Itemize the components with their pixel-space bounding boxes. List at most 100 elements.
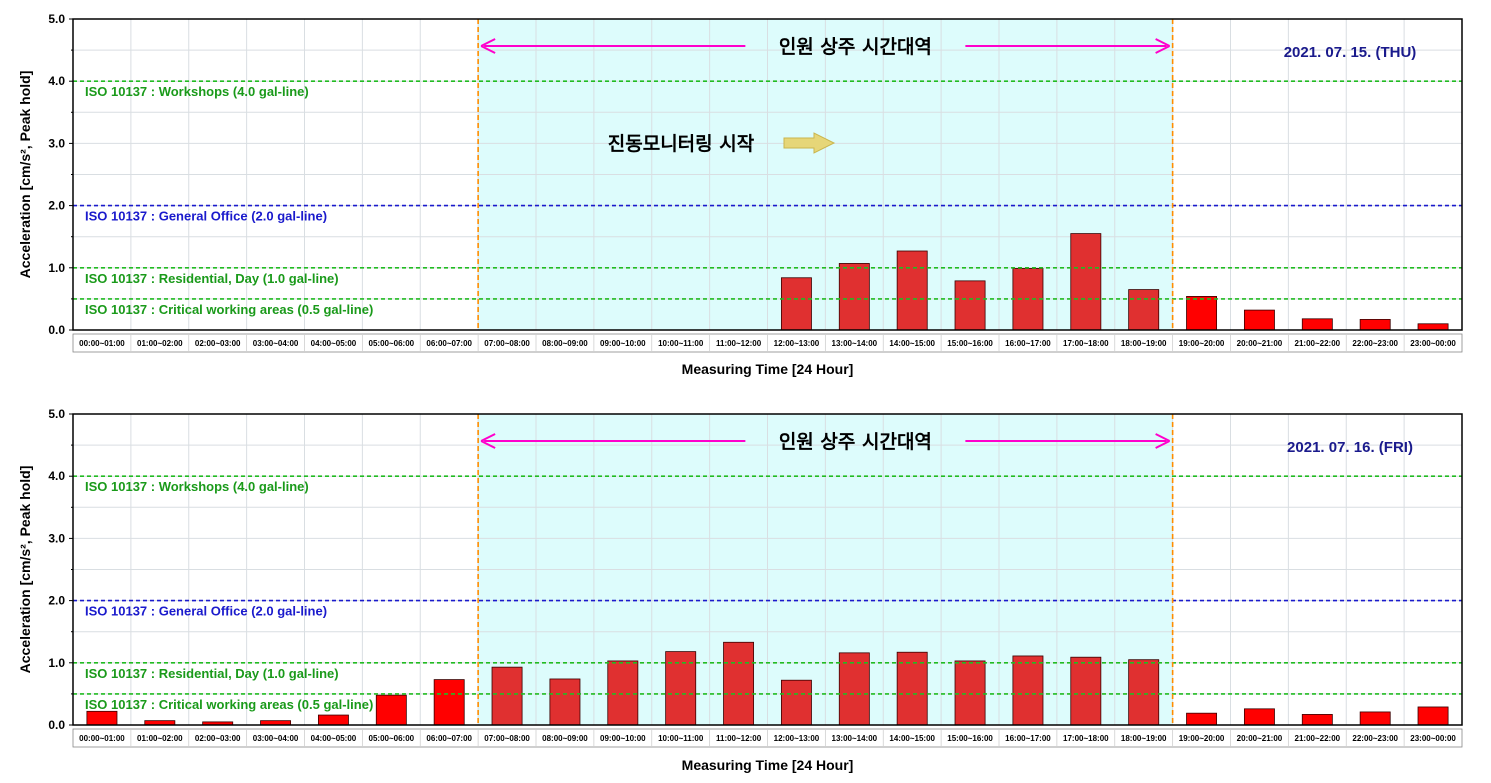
x-tick-label: 05:00~06:00 xyxy=(369,734,415,743)
x-tick-label: 16:00~17:00 xyxy=(1005,339,1051,348)
x-tick-label: 22:00~23:00 xyxy=(1352,734,1398,743)
bar xyxy=(433,679,465,726)
x-tick-label: 11:00~12:00 xyxy=(716,339,762,348)
y-tick-label: 4.0 xyxy=(48,469,65,483)
x-axis-title: Measuring Time [24 Hour] xyxy=(682,757,854,773)
x-tick-label: 09:00~10:00 xyxy=(600,339,646,348)
x-tick-label: 19:00~20:00 xyxy=(1179,734,1225,743)
bar xyxy=(1186,296,1218,331)
x-tick-label: 07:00~08:00 xyxy=(484,734,530,743)
x-tick-label: 19:00~20:00 xyxy=(1179,339,1225,348)
bar xyxy=(1012,655,1044,726)
band-label: 인원 상주 시간대역 xyxy=(779,36,932,58)
bar xyxy=(954,660,986,726)
reference-line-label: ISO 10137 : Residential, Day (1.0 gal-li… xyxy=(85,666,339,681)
plot-frame xyxy=(72,413,1463,726)
bar xyxy=(491,666,523,726)
x-tick-label: 15:00~16:00 xyxy=(947,339,993,348)
bar xyxy=(838,263,870,331)
arrowhead-right-icon xyxy=(1155,433,1171,449)
x-tick-label: 09:00~10:00 xyxy=(600,734,646,743)
bar xyxy=(780,679,812,726)
y-tick-label: 5.0 xyxy=(48,407,65,421)
x-tick-label: 12:00~13:00 xyxy=(774,734,820,743)
bar xyxy=(1301,318,1333,331)
x-tick-label: 11:00~12:00 xyxy=(716,734,762,743)
y-axis-title: Acceleration [cm/s², Peak hold] xyxy=(17,71,33,279)
x-tick-label: 10:00~11:00 xyxy=(658,339,704,348)
bar xyxy=(780,277,812,331)
bar xyxy=(1070,656,1102,726)
x-tick-label: 18:00~19:00 xyxy=(1121,734,1167,743)
x-tick-label: 02:00~03:00 xyxy=(195,339,241,348)
bar xyxy=(954,280,986,331)
x-tick-label: 14:00~15:00 xyxy=(889,734,935,743)
arrowhead-left-icon xyxy=(480,433,496,449)
x-tick-label: 03:00~04:00 xyxy=(253,734,299,743)
x-tick-label: 10:00~11:00 xyxy=(658,734,704,743)
x-tick-label: 13:00~14:00 xyxy=(832,339,878,348)
x-tick-label: 17:00~18:00 xyxy=(1063,734,1109,743)
right-arrow-icon xyxy=(783,132,836,154)
y-tick-label: 2.0 xyxy=(48,199,65,213)
x-tick-label: 23:00~00:00 xyxy=(1410,339,1456,348)
x-tick-label: 22:00~23:00 xyxy=(1352,339,1398,348)
y-tick-label: 4.0 xyxy=(48,74,65,88)
reference-line-label: ISO 10137 : General Office (2.0 gal-line… xyxy=(85,604,327,619)
monitoring-start-label: 진동모니터링 시작 xyxy=(608,133,755,155)
bar xyxy=(86,710,118,726)
bar xyxy=(607,660,639,726)
bar xyxy=(1070,233,1102,331)
x-tick-label: 01:00~02:00 xyxy=(137,339,183,348)
chart-panel-thu: 0.0 1.0 2.0 3.0 4.0 5.0 ISO 10137 : Workshops … xyxy=(17,12,1463,377)
x-tick-label: 20:00~21:00 xyxy=(1237,734,1283,743)
x-tick-label: 18:00~19:00 xyxy=(1121,339,1167,348)
reference-line-label: ISO 10137 : General Office (2.0 gal-line… xyxy=(85,209,327,224)
bar xyxy=(1128,289,1160,331)
x-tick-label: 06:00~07:00 xyxy=(426,734,472,743)
reference-line-label: ISO 10137 : Critical working areas (0.5 … xyxy=(85,697,373,712)
x-tick-label: 00:00~01:00 xyxy=(79,339,125,348)
bar xyxy=(375,694,407,726)
bar xyxy=(723,641,755,726)
reference-line-label: ISO 10137 : Critical working areas (0.5 … xyxy=(85,302,373,317)
x-tick-label: 13:00~14:00 xyxy=(832,734,878,743)
y-axis-title: Acceleration [cm/s², Peak hold] xyxy=(17,466,33,674)
arrowhead-right-icon xyxy=(1155,38,1171,54)
x-tick-label: 16:00~17:00 xyxy=(1005,734,1051,743)
bar xyxy=(1417,323,1449,331)
x-tick-label: 17:00~18:00 xyxy=(1063,339,1109,348)
x-tick-label: 06:00~07:00 xyxy=(426,339,472,348)
plot-frame xyxy=(72,18,1463,331)
y-tick-label: 0.0 xyxy=(48,323,65,337)
reference-line-label: ISO 10137 : Workshops (4.0 gal-line) xyxy=(85,84,309,99)
x-tick-label: 21:00~22:00 xyxy=(1295,734,1341,743)
bar xyxy=(1186,712,1218,726)
bar xyxy=(1243,708,1275,726)
y-tick-label: 1.0 xyxy=(48,656,65,670)
date-label: 2021. 07. 15. (THU) xyxy=(1284,44,1417,61)
y-tick-label: 1.0 xyxy=(48,261,65,275)
x-tick-label: 08:00~09:00 xyxy=(542,734,588,743)
x-tick-label: 08:00~09:00 xyxy=(542,339,588,348)
x-tick-label: 00:00~01:00 xyxy=(79,734,125,743)
x-tick-label: 23:00~00:00 xyxy=(1410,734,1456,743)
x-tick-label: 04:00~05:00 xyxy=(311,339,357,348)
x-tick-label: 03:00~04:00 xyxy=(253,339,299,348)
x-tick-label: 15:00~16:00 xyxy=(947,734,993,743)
bar xyxy=(1359,319,1391,331)
band-label: 인원 상주 시간대역 xyxy=(779,431,932,453)
bar xyxy=(1128,659,1160,726)
x-tick-label: 04:00~05:00 xyxy=(311,734,357,743)
x-tick-label: 20:00~21:00 xyxy=(1237,339,1283,348)
y-tick-label: 5.0 xyxy=(48,12,65,26)
x-tick-label: 14:00~15:00 xyxy=(889,339,935,348)
date-label: 2021. 07. 16. (FRI) xyxy=(1287,439,1413,456)
chart-panel-fri: 0.0 1.0 2.0 3.0 4.0 5.0 ISO 10137 : Workshops … xyxy=(17,407,1463,773)
x-tick-label: 07:00~08:00 xyxy=(484,339,530,348)
x-axis-title: Measuring Time [24 Hour] xyxy=(682,361,854,377)
y-tick-label: 0.0 xyxy=(48,718,65,732)
bar xyxy=(1417,706,1449,726)
reference-line-label: ISO 10137 : Residential, Day (1.0 gal-li… xyxy=(85,271,339,286)
